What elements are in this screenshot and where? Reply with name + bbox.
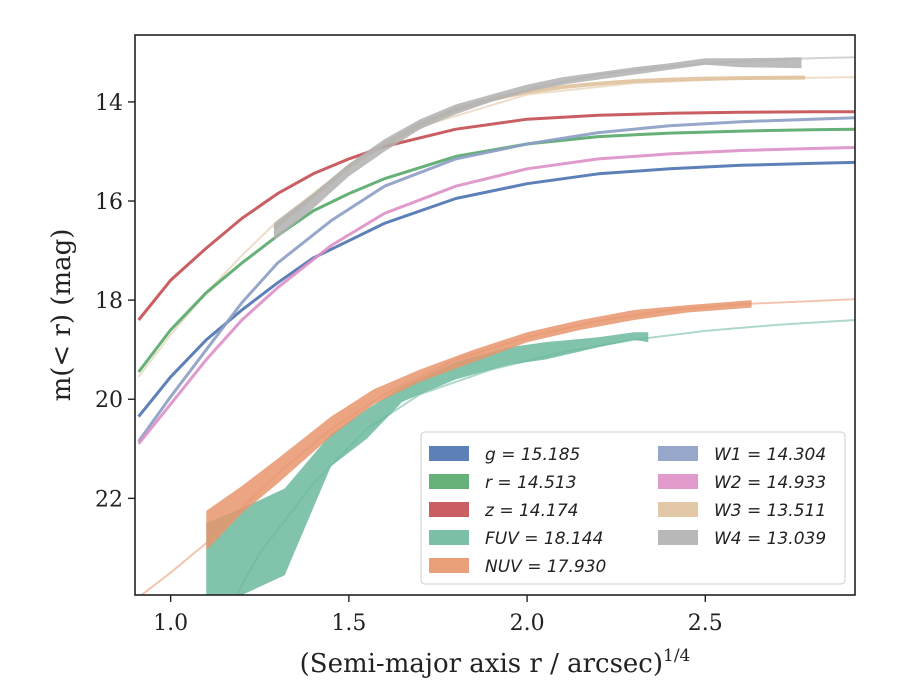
legend-item-w4: W4 = 13.039 — [658, 529, 826, 549]
series-w1-profile — [137, 116, 855, 443]
x-tick-label: 2.0 — [510, 611, 545, 636]
legend-swatch — [429, 446, 469, 461]
legend-swatch — [429, 530, 469, 545]
x-tick-label: 1.5 — [331, 611, 366, 636]
legend-item-w2: W2 = 14.933 — [658, 473, 826, 493]
legend-item-g: g = 15.185 — [429, 445, 580, 465]
y-axis-label: m(< r) (mag) — [47, 229, 77, 402]
legend-label: W2 = 14.933 — [714, 473, 826, 493]
x-tick-label: 2.5 — [688, 611, 723, 636]
legend-item-r: r = 14.513 — [429, 473, 577, 493]
y-tick-label: 16 — [95, 190, 123, 215]
legend-swatch — [429, 474, 469, 489]
y-tick-label: 18 — [95, 289, 123, 314]
legend-swatch — [658, 474, 698, 489]
legend: g = 15.185 r = 14.513 z = 14.174 FUV = 18.1… — [429, 445, 826, 577]
legend-item-w1: W1 = 14.304 — [658, 445, 826, 465]
x-tick-label: 1.0 — [153, 611, 188, 636]
legend-item-nuv: NUV = 17.930 — [429, 557, 606, 577]
plot-frame — [134, 34, 856, 596]
legend-label: W4 = 13.039 — [714, 529, 826, 549]
ticks-layer: 1.0 1.5 2.0 2.5 14 16 18 20 22 — [95, 91, 723, 636]
legend-label: NUV = 17.930 — [485, 557, 606, 577]
series-r-profile — [137, 127, 855, 373]
legend-swatch — [658, 446, 698, 461]
series-w2-profile — [137, 146, 855, 445]
legend-item-z: z = 14.174 — [429, 501, 578, 521]
legend-box — [420, 431, 846, 585]
legend-label: W3 = 13.511 — [714, 501, 826, 521]
legend-swatch — [429, 502, 469, 517]
y-tick-label: 22 — [95, 487, 123, 512]
y-tick-label: 14 — [95, 91, 123, 116]
legend-swatch — [658, 502, 698, 517]
legend-swatch — [429, 558, 469, 573]
x-axis-label: (Semi-major axis r / arcsec)1/4 — [300, 646, 691, 679]
legend-item-fuv: FUV = 18.144 — [429, 529, 603, 549]
legend-label: g = 15.185 — [485, 445, 580, 465]
series-fuv-profile — [206, 332, 649, 595]
legend-label: FUV = 18.144 — [485, 529, 603, 549]
legend-label: W1 = 14.304 — [714, 445, 826, 465]
series-g-profile — [137, 160, 855, 418]
y-tick-label: 20 — [95, 388, 123, 413]
legend-item-w3: W3 = 13.511 — [658, 501, 826, 521]
legend-label: r = 14.513 — [485, 473, 577, 493]
series-layer — [137, 56, 855, 595]
legend-swatch — [658, 530, 698, 545]
series-nuv-profile — [206, 300, 752, 551]
series-w4-profile — [274, 57, 802, 241]
legend-label: z = 14.174 — [484, 501, 578, 521]
